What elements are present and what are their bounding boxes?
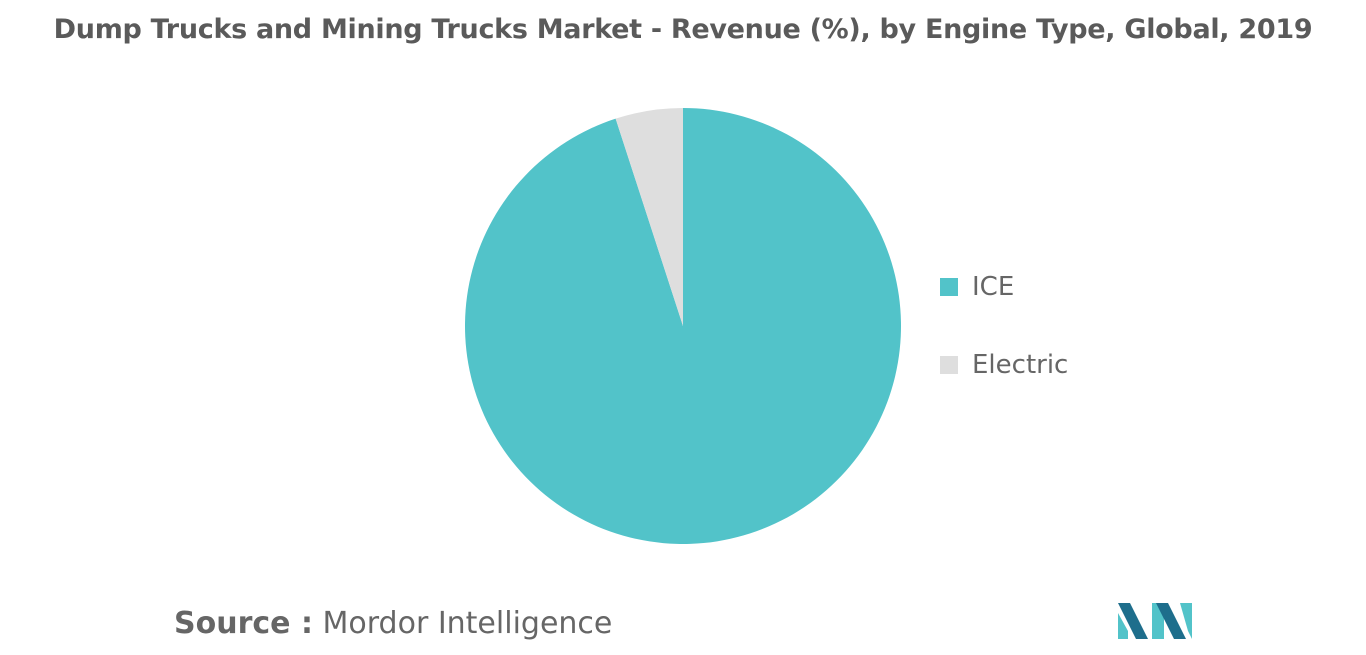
source-note: Source : Mordor Intelligence xyxy=(174,606,612,641)
logo-shape-5 xyxy=(1180,603,1192,639)
source-prefix: Source : xyxy=(174,606,313,641)
legend-label-ice: ICE xyxy=(972,272,1015,302)
chart-title: Dump Trucks and Mining Trucks Market - R… xyxy=(53,14,1313,45)
logo-shape-4 xyxy=(1156,603,1186,639)
pie-slice-ice xyxy=(464,108,901,544)
source-name: Mordor Intelligence xyxy=(322,606,613,641)
legend-swatch-ice xyxy=(940,278,958,296)
logo-shape-1 xyxy=(1118,603,1148,639)
legend-item-ice: ICE xyxy=(940,268,1068,306)
legend: ICE Electric xyxy=(940,268,1068,424)
legend-item-electric: Electric xyxy=(940,346,1068,384)
pie-slice-electric xyxy=(615,108,683,326)
mordor-intelligence-logo-icon xyxy=(1118,603,1192,639)
legend-label-electric: Electric xyxy=(972,350,1069,380)
legend-swatch-electric xyxy=(940,356,958,374)
logo-shape-2 xyxy=(1118,613,1128,639)
